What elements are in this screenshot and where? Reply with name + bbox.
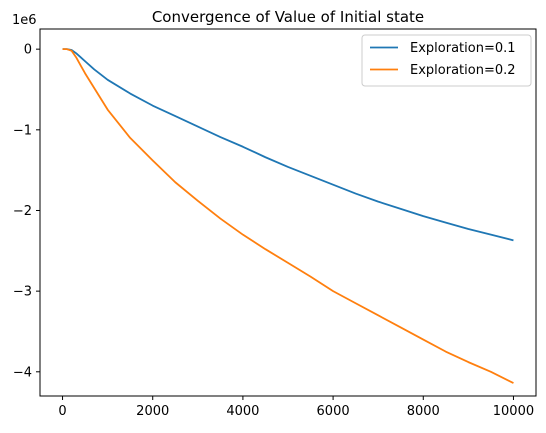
legend-label-exploration-0-1: Exploration=0.1 (410, 41, 516, 56)
y-tick-label: −4 (13, 365, 32, 380)
legend-box (361, 34, 532, 87)
x-axis-ticks: 0 2000 4000 6000 8000 10000 (58, 396, 534, 419)
x-tick-label: 4000 (226, 404, 259, 419)
y-tick-label: 0 (24, 43, 32, 58)
x-tick-label: 2000 (136, 404, 169, 419)
legend-label-exploration-0-2: Exploration=0.2 (410, 63, 516, 78)
series-group (62, 48, 514, 384)
y-axis-ticks: 0 −1 −2 −3 −4 (13, 43, 40, 380)
plot-frame (39, 28, 537, 397)
y-axis-offset-label: 1e6 (12, 13, 37, 28)
x-tick-label: 0 (58, 404, 66, 419)
x-tick-label: 10000 (493, 404, 534, 419)
y-tick-label: −1 (13, 123, 32, 138)
y-tick-label: −2 (13, 204, 32, 219)
series-line-exploration-0-1 (62, 48, 514, 242)
legend: Exploration=0.1 Exploration=0.2 (361, 34, 532, 87)
x-tick-label: 8000 (407, 404, 440, 419)
plot-area: 0 2000 4000 6000 8000 10000 0 −1 −2 −3 −4 (13, 28, 537, 419)
y-tick-label: −3 (13, 285, 32, 300)
chart-title: Convergence of Value of Initial state (152, 8, 424, 26)
x-tick-label: 6000 (317, 404, 350, 419)
series-line-exploration-0-2 (62, 48, 514, 384)
